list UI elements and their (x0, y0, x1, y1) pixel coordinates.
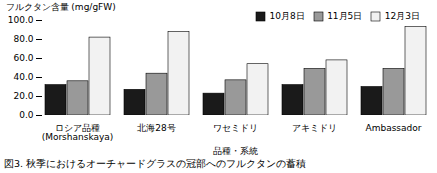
svg-text:20.0: 20.0 (13, 91, 33, 101)
svg-text:0.0: 0.0 (19, 110, 34, 120)
svg-text:アキミドリ: アキミドリ (292, 123, 337, 133)
svg-text:Ambassador: Ambassador (366, 123, 422, 133)
html-text:図3. 秋季におけるオーチャードグラスの冠部へのフルクタンの: 図3. 秋季におけるオーチャードグラスの冠部へのフルクタンの蓄積 (4, 158, 307, 169)
svg-text:ワセミドリ: ワセミドリ (213, 123, 258, 133)
html-text:11月5日: 11月5日 (327, 11, 363, 21)
svg-text:80.0: 80.0 (13, 34, 33, 44)
svg-text:100.0: 100.0 (8, 15, 34, 25)
svg-text:60.0: 60.0 (13, 53, 33, 63)
svg-text:ロシア品種(Morshanskaya): ロシア品種(Morshanskaya) (42, 123, 114, 142)
svg-text:北海28号: 北海28号 (137, 123, 175, 133)
svg-text:40.0: 40.0 (13, 72, 33, 82)
svg-text:品種・系統: 品種・系統 (213, 146, 258, 156)
html-text:12月3日: 12月3日 (384, 11, 420, 21)
svg-text:フルクタン含量 (mg/gFW): フルクタン含量 (mg/gFW) (6, 2, 116, 12)
html-text:10月8日: 10月8日 (269, 11, 305, 21)
